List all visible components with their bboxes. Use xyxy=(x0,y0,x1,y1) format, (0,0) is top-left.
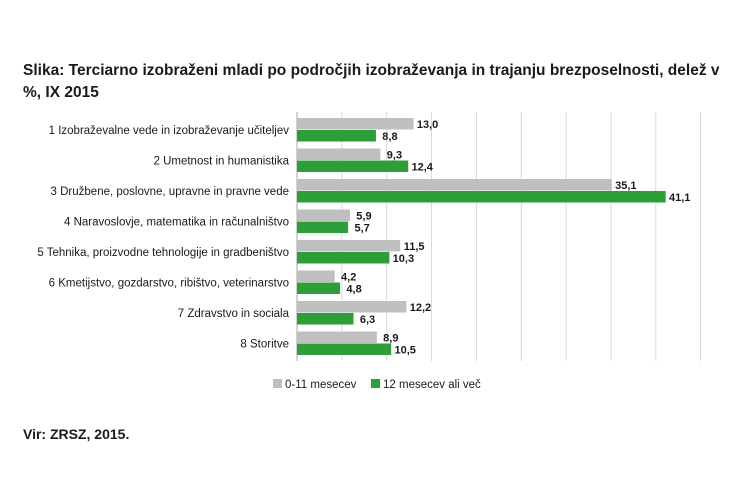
value-label: 5,7 xyxy=(354,223,369,235)
bar-12-mesecev-ali-vec xyxy=(297,221,349,233)
category-labels: 1 Izobraževalne vede in izobraževanje uč… xyxy=(37,125,289,351)
value-label: 13,0 xyxy=(417,119,438,131)
bar-0-11-mesecev xyxy=(297,118,414,130)
value-label: 10,3 xyxy=(393,253,414,265)
category-label: 1 Izobraževalne vede in izobraževanje uč… xyxy=(49,125,290,137)
bar-12-mesecev-ali-vec xyxy=(297,282,341,294)
value-labels: 13,0 8,8 9,3 12,4 35,1 41,1 5,95,7 11,510,3 4,24… xyxy=(341,119,690,357)
value-label: 12,4 xyxy=(412,162,434,174)
bar-12-mesecev-ali-vec xyxy=(297,343,392,355)
value-label: 41,1 xyxy=(669,192,690,204)
bar-0-11-mesecev xyxy=(297,331,377,343)
bar-0-11-mesecev xyxy=(297,240,401,252)
bar-12-mesecev-ali-vec xyxy=(297,313,354,325)
bar-0-11-mesecev xyxy=(297,179,612,191)
category-label: 8 Storitve xyxy=(240,339,289,351)
source-note: Vir: ZRSZ, 2015. xyxy=(23,426,130,442)
bar-12-mesecev-ali-vec xyxy=(297,130,376,142)
category-label: 5 Tehnika, proizvodne tehnologije in gra… xyxy=(37,247,289,259)
legend-label: 0-11 mesecev xyxy=(285,379,357,391)
bar-0-11-mesecev xyxy=(297,148,381,160)
bar-0-11-mesecev xyxy=(297,301,407,313)
value-label: 35,1 xyxy=(615,180,636,192)
category-label: 3 Družbene, poslovne, upravne in pravne … xyxy=(51,186,289,198)
legend: 0-11 mesecev 12 mesecev ali več xyxy=(273,379,481,391)
legend-label: 12 mesecev ali več xyxy=(383,379,481,391)
category-label: 4 Naravoslovje, matematika in računalniš… xyxy=(64,217,289,229)
value-label: 5,9 xyxy=(356,211,371,223)
value-label: 4,2 xyxy=(341,272,356,284)
category-label: 2 Umetnost in humanistika xyxy=(153,156,289,168)
value-label: 4,8 xyxy=(346,284,361,296)
chart-title: Slika: Terciarno izobraženi mladi po pod… xyxy=(23,62,720,101)
bar-12-mesecev-ali-vec xyxy=(297,191,666,203)
bars xyxy=(297,118,666,355)
category-label: 7 Zdravstvo in sociala xyxy=(178,308,290,320)
bar-0-11-mesecev xyxy=(297,270,335,282)
category-label: 6 Kmetijstvo, gozdarstvo, ribištvo, vete… xyxy=(49,278,289,290)
value-label: 9,3 xyxy=(387,150,402,162)
value-label: 12,2 xyxy=(410,302,431,314)
bar-12-mesecev-ali-vec xyxy=(297,160,409,172)
value-label: 8,8 xyxy=(382,131,397,143)
value-label: 8,9 xyxy=(383,333,398,345)
legend-swatch xyxy=(371,379,380,388)
value-label: 6,3 xyxy=(360,314,375,326)
bar-12-mesecev-ali-vec xyxy=(297,252,390,264)
legend-swatch xyxy=(273,379,282,388)
bar-0-11-mesecev xyxy=(297,209,350,221)
value-label: 10,5 xyxy=(394,345,415,357)
value-label: 11,5 xyxy=(404,241,425,253)
